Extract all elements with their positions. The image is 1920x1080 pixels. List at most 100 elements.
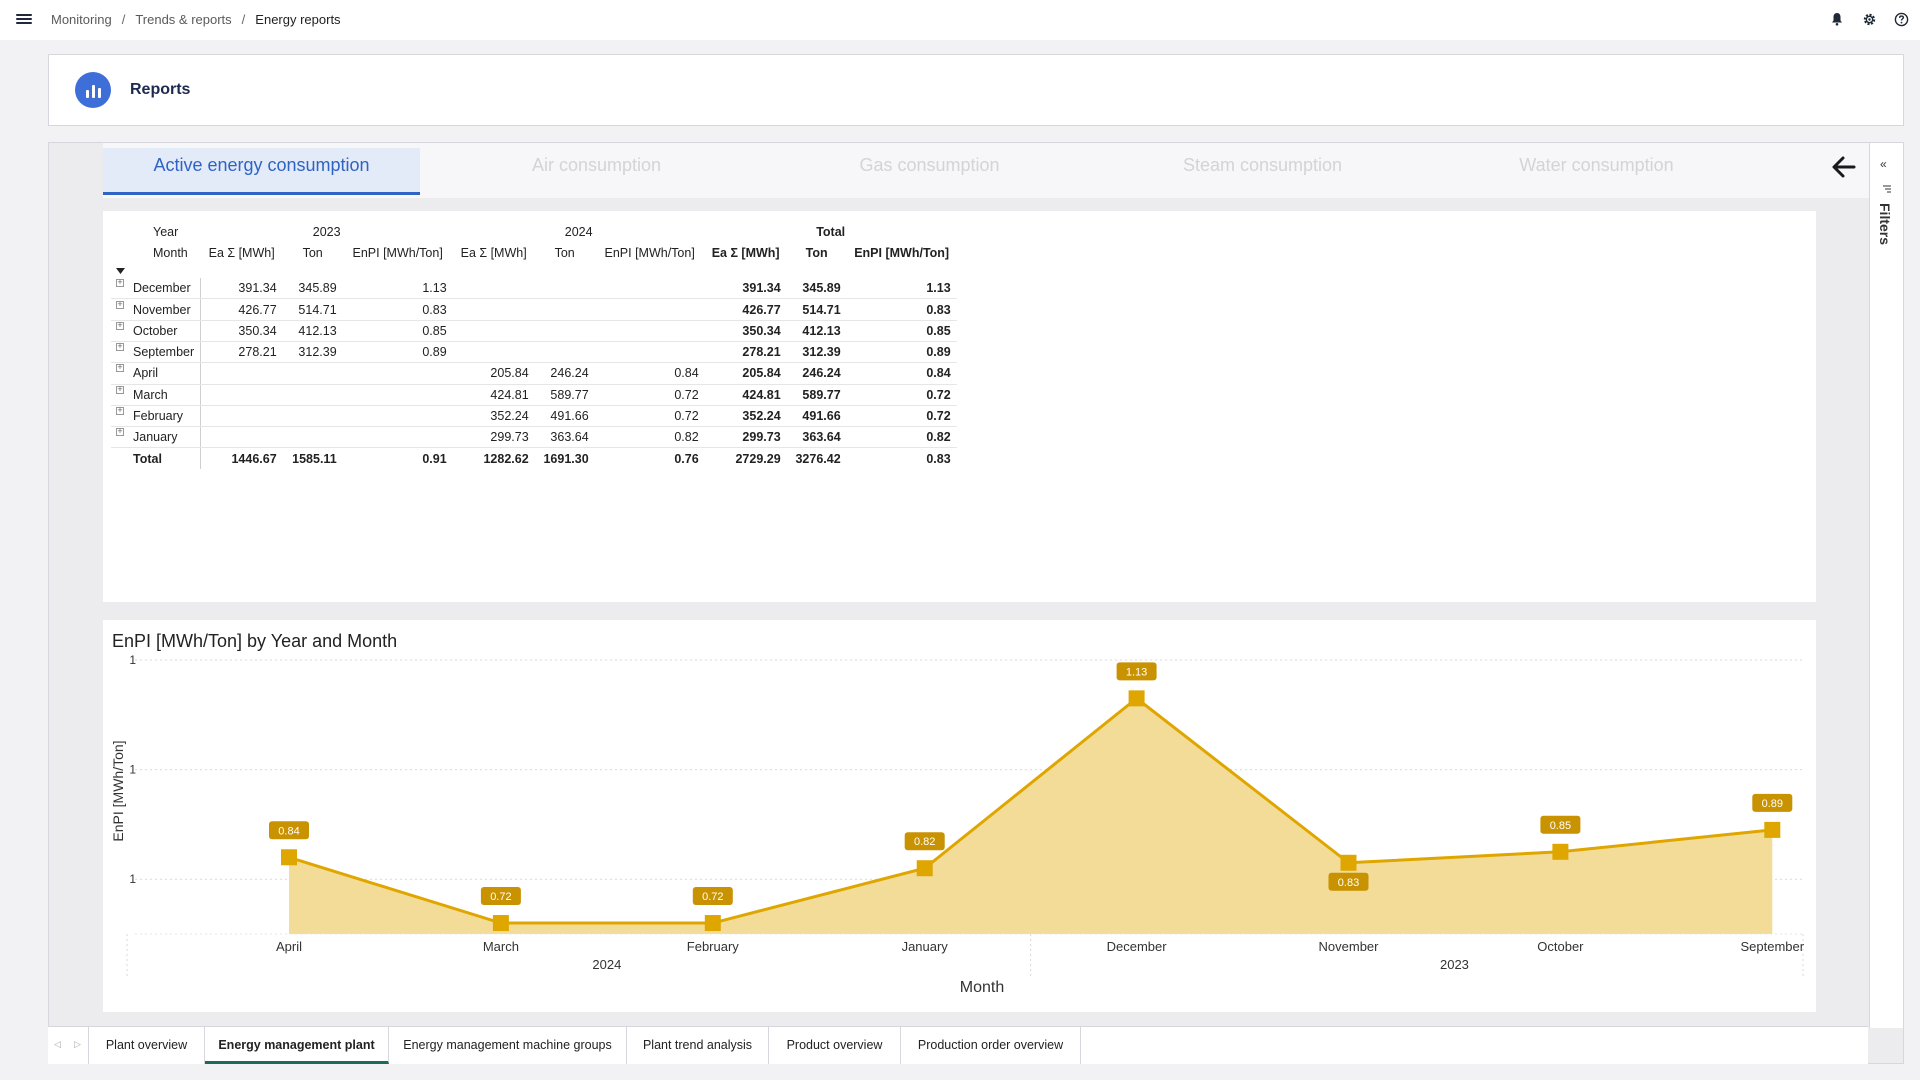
- series-area: [289, 698, 1773, 934]
- table-cell: 0.85: [846, 320, 957, 342]
- table-cell: 426.77: [200, 298, 283, 321]
- table-cell: April: [129, 362, 201, 385]
- breadcrumb-trends-reports[interactable]: Trends & reports: [135, 12, 232, 27]
- data-label: 0.89: [1762, 798, 1783, 810]
- column-header[interactable]: EnPI [MWh/Ton]: [352, 245, 443, 260]
- breadcrumb-monitoring[interactable]: Monitoring: [51, 12, 112, 27]
- table-cell: 0.76: [674, 451, 699, 466]
- energy-matrix-card: Year 2023 2024 Total Month Ea Σ [MWh] To…: [103, 211, 1816, 602]
- data-point[interactable]: [492, 915, 509, 932]
- table-cell: [342, 426, 453, 449]
- table-cell: 0.89: [342, 341, 453, 364]
- bell-icon[interactable]: [1828, 10, 1846, 28]
- table-cell: 589.77: [786, 384, 847, 406]
- x-tick-label: January: [902, 939, 949, 954]
- page-tab-energy-management-plant[interactable]: Energy management plant: [205, 1027, 389, 1064]
- table-cell: 246.24: [786, 362, 847, 385]
- gear-icon[interactable]: [1860, 10, 1878, 28]
- filters-pane: « Filters: [1869, 143, 1903, 1028]
- data-point[interactable]: [1552, 843, 1569, 860]
- x-tick-label: September: [1741, 939, 1805, 954]
- table-cell: 0.91: [422, 451, 447, 466]
- data-point[interactable]: [1340, 854, 1357, 871]
- table-cell: 0.72: [846, 384, 957, 406]
- matrix-body: + December 391.34 345.89 1.13 391.34 345.89 1.1…: [111, 277, 957, 470]
- table-cell: 312.39: [282, 341, 343, 364]
- help-icon[interactable]: [1892, 10, 1910, 28]
- table-cell: [282, 384, 343, 406]
- table-row[interactable]: + February 352.24 491.66 0.72 352.24 491.66 0.7…: [111, 405, 957, 428]
- table-cell: 391.34: [704, 277, 787, 300]
- column-header[interactable]: EnPI [MWh/Ton]: [604, 245, 695, 260]
- back-arrow-icon[interactable]: [1830, 153, 1858, 181]
- year-header: Year: [153, 224, 179, 239]
- column-header[interactable]: Ea Σ [MWh]: [711, 245, 780, 260]
- table-cell: 426.77: [704, 298, 787, 321]
- page-tabs: ◁ ▷ Plant overview Energy management pla…: [48, 1026, 1868, 1064]
- data-label-box: [1328, 872, 1369, 891]
- hamburger-menu-icon[interactable]: [16, 12, 32, 28]
- data-point[interactable]: [281, 849, 297, 866]
- table-cell: 491.66: [534, 405, 595, 428]
- tab-gas-consumption[interactable]: Gas consumption: [859, 155, 1000, 175]
- column-header[interactable]: Ton: [302, 245, 323, 260]
- x-tick-label: March: [483, 939, 519, 954]
- expand-row-icon[interactable]: +: [111, 362, 129, 385]
- column-header[interactable]: Ton: [554, 245, 575, 260]
- table-cell: [200, 405, 283, 428]
- table-cell: 350.34: [704, 320, 787, 342]
- table-row[interactable]: + November 426.77 514.71 0.83 426.77 514.71 0.8…: [111, 298, 957, 321]
- expand-row-icon[interactable]: +: [111, 384, 129, 406]
- page-tab-energy-management-machine-groups[interactable]: Energy management machine groups: [389, 1027, 627, 1064]
- table-cell: September: [129, 341, 201, 364]
- table-row[interactable]: + April 205.84 246.24 0.84 205.84 246.24 0.84: [111, 362, 957, 385]
- table-cell: 299.73: [452, 426, 535, 449]
- data-label: 0.72: [490, 891, 511, 903]
- expand-row-icon[interactable]: +: [111, 320, 129, 342]
- scroll-left-icon[interactable]: ◁: [54, 1039, 61, 1049]
- expand-row-icon[interactable]: +: [111, 298, 129, 321]
- table-row[interactable]: + January 299.73 363.64 0.82 299.73 363.64 0.82: [111, 426, 957, 449]
- expand-row-icon[interactable]: +: [111, 405, 129, 428]
- page-tab-plant-trend-analysis[interactable]: Plant trend analysis: [627, 1027, 769, 1064]
- page-tab-product-overview[interactable]: Product overview: [769, 1027, 901, 1064]
- tab-air-consumption[interactable]: Air consumption: [531, 155, 662, 175]
- sort-caret-icon[interactable]: [111, 264, 129, 278]
- scroll-right-icon[interactable]: ▷: [74, 1039, 81, 1049]
- column-header[interactable]: Ea Σ [MWh]: [460, 245, 527, 260]
- column-header[interactable]: Ea Σ [MWh]: [208, 245, 275, 260]
- page-tab-production-order-overview[interactable]: Production order overview: [901, 1027, 1081, 1064]
- page-tab-plant-overview[interactable]: Plant overview: [88, 1027, 205, 1064]
- tab-water-consumption[interactable]: Water consumption: [1519, 155, 1674, 175]
- table-cell: January: [129, 426, 201, 449]
- table-cell: 0.84: [594, 362, 705, 385]
- data-point[interactable]: [916, 860, 933, 877]
- tab-steam-consumption[interactable]: Steam consumption: [1182, 155, 1343, 175]
- tab-active-energy-consumption[interactable]: Active energy consumption: [103, 148, 420, 195]
- x-group-label: 2023: [1440, 957, 1469, 972]
- table-row[interactable]: + December 391.34 345.89 1.13 391.34 345.89 1.1…: [111, 277, 957, 300]
- x-tick-label: October: [1537, 939, 1584, 954]
- table-cell: 0.85: [342, 320, 453, 342]
- collapse-chevron-icon[interactable]: «: [1880, 157, 1887, 171]
- column-header[interactable]: EnPI [MWh/Ton]: [854, 245, 950, 260]
- data-label-box: [1752, 793, 1793, 812]
- energy-matrix-table: Year 2023 2024 Total Month Ea Σ [MWh] To…: [111, 221, 957, 470]
- table-cell: 1.13: [846, 277, 957, 300]
- table-cell: 412.13: [282, 320, 343, 342]
- filters-label[interactable]: Filters: [1877, 203, 1893, 246]
- table-cell: [452, 341, 535, 364]
- table-cell: November: [129, 298, 201, 321]
- expand-row-icon[interactable]: +: [111, 426, 129, 449]
- table-row[interactable]: + March 424.81 589.77 0.72 424.81 589.77 0.72: [111, 384, 957, 406]
- data-point[interactable]: [1764, 821, 1781, 838]
- data-point[interactable]: [1128, 690, 1145, 707]
- column-header[interactable]: Ton: [805, 245, 828, 260]
- expand-row-icon[interactable]: +: [111, 341, 129, 364]
- table-row[interactable]: + October 350.34 412.13 0.85 350.34 412.13 0.85: [111, 320, 957, 342]
- expand-row-icon[interactable]: +: [111, 277, 129, 300]
- year-2023-header: 2023: [312, 224, 341, 239]
- table-row[interactable]: + September 278.21 312.39 0.89 278.21 312.39 0.…: [111, 341, 957, 364]
- data-point[interactable]: [704, 915, 721, 932]
- table-cell: 0.84: [846, 362, 957, 385]
